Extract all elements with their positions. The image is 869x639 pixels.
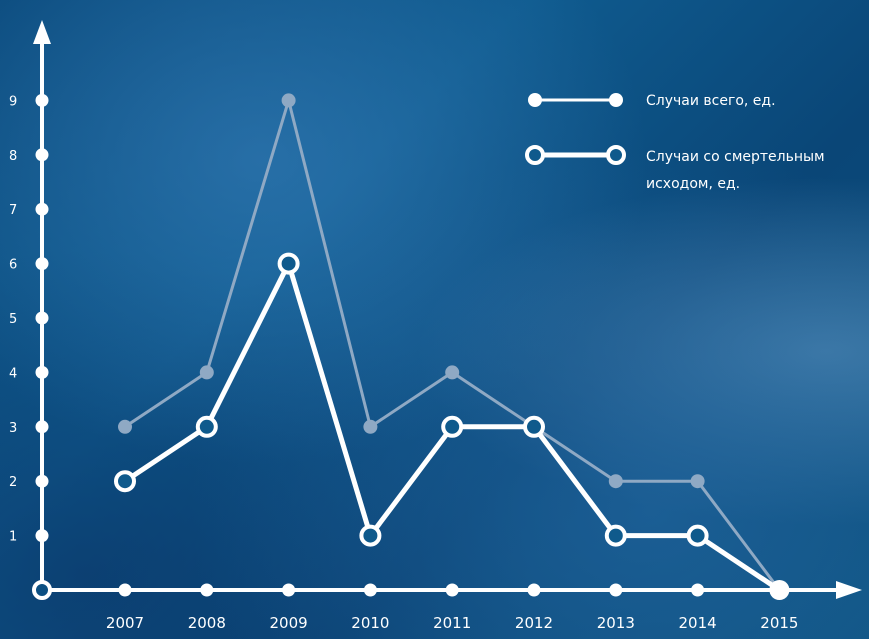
y-tick-marker (35, 148, 49, 162)
x-tick-label: 2008 (188, 614, 226, 632)
x-tick-marker (445, 583, 459, 597)
y-tick-label: 2 (9, 475, 17, 490)
legend: Случаи всего, ед. Случаи со смертельным … (525, 93, 825, 192)
data-point (445, 365, 460, 380)
y-tick-marker (35, 420, 49, 434)
y-tick-marker (35, 257, 49, 271)
x-tick-marker (527, 583, 541, 597)
data-point (195, 415, 218, 438)
x-tick-marker (118, 583, 132, 597)
legend-marker-total (528, 93, 542, 107)
data-point (769, 580, 790, 600)
y-tick-label: 7 (9, 203, 17, 218)
series-layer (114, 93, 790, 600)
y-tick-marker (35, 365, 49, 379)
data-point (281, 93, 296, 108)
data-point (604, 524, 627, 547)
legend-marker-total-end (609, 93, 623, 107)
legend-label-fatal-line2: исходом, ед. (646, 176, 740, 192)
x-tick-marker (282, 583, 296, 597)
legend-marker-fatal-end (606, 145, 626, 165)
data-point (523, 415, 545, 438)
x-tick-label: 2013 (597, 614, 635, 632)
x-tick-label: 2015 (760, 614, 798, 632)
y-tick-marker (35, 202, 49, 216)
data-point (199, 365, 214, 380)
data-point (690, 474, 705, 489)
x-tick-label: 2007 (106, 614, 144, 632)
axis-origin-marker (32, 580, 52, 600)
series-line-0 (124, 98, 781, 591)
x-tick-label: 2009 (270, 614, 308, 632)
x-tick-marker (363, 583, 377, 597)
legend-label-fatal-line1: Случаи со смертельным (646, 149, 825, 165)
y-tick-marker (35, 311, 49, 325)
y-tick-label: 9 (9, 94, 17, 109)
x-axis-arrow-icon (836, 581, 862, 599)
data-point (277, 252, 300, 275)
data-point (441, 415, 464, 438)
y-tick-label: 1 (9, 530, 17, 545)
x-ticks: 2007 2008 2009 2010 2011 2012 2013 2014 2015 (106, 583, 798, 632)
data-point (114, 470, 136, 493)
data-point (608, 474, 623, 489)
data-point (686, 524, 709, 547)
legend-label-total: Случаи всего, ед. (646, 93, 776, 109)
y-tick-marker (35, 529, 49, 543)
x-tick-label: 2010 (351, 614, 389, 632)
y-tick-label: 4 (9, 366, 17, 381)
y-tick-marker (35, 474, 49, 488)
data-point (359, 524, 382, 547)
x-tick-marker (200, 583, 214, 597)
x-tick-marker (691, 583, 705, 597)
y-tick-label: 3 (9, 421, 17, 436)
x-tick-label: 2011 (433, 614, 471, 632)
y-ticks: 1 2 3 4 5 6 7 8 9 (9, 93, 49, 545)
legend-marker-fatal (525, 145, 545, 165)
y-tick-label: 8 (9, 149, 17, 164)
x-tick-label: 2014 (679, 614, 717, 632)
data-point (363, 419, 378, 434)
y-axis-arrow-icon (33, 20, 51, 44)
y-tick-label: 6 (9, 258, 17, 273)
data-point (118, 419, 132, 434)
x-tick-label: 2012 (515, 614, 553, 632)
y-tick-marker (35, 93, 49, 107)
y-tick-label: 5 (9, 312, 17, 327)
x-tick-marker (609, 583, 623, 597)
